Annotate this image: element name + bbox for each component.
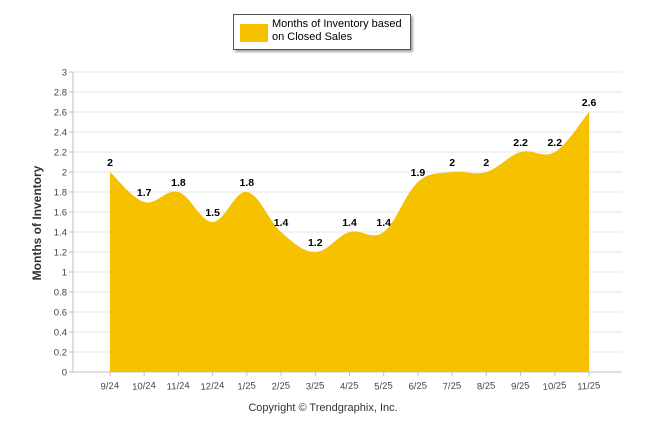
y-tick-label: 1.6 (54, 208, 67, 219)
data-label: 2.2 (547, 137, 562, 149)
data-label: 2 (483, 157, 489, 169)
y-tick-label: 1.4 (54, 228, 67, 239)
x-tick-label: 1/25 (237, 380, 256, 392)
y-tick-labels: 0 0.2 0.4 0.6 0.8 1 1.2 1.4 1.6 1.8 2 2.2 2.4 2.6 2.8 3 (54, 68, 67, 379)
y-tick-label: 1.2 (54, 248, 67, 259)
y-tick-label: 0 (62, 368, 67, 379)
x-tick-label: 6/25 (408, 380, 427, 392)
x-tick-label: 4/25 (340, 380, 359, 392)
data-label: 2 (107, 157, 113, 169)
x-tick-label: 9/24 (100, 380, 119, 392)
x-tick-label: 12/24 (200, 380, 224, 393)
x-tick-label: 10/24 (132, 380, 156, 393)
y-tick-label: 2.4 (54, 128, 67, 139)
data-label: 1.2 (308, 237, 323, 249)
y-tick-label: 0.8 (54, 288, 67, 299)
data-label: 1.8 (171, 177, 186, 189)
x-tick-label: 5/25 (374, 380, 393, 392)
x-tick-label: 3/25 (306, 380, 325, 392)
y-tick-label: 0.4 (54, 328, 67, 339)
legend-label: Months of Inventory based on Closed Sale… (272, 18, 402, 43)
data-label: 2 (449, 157, 455, 169)
x-tick-label: 7/25 (442, 380, 461, 392)
y-tick-label: 0.6 (54, 308, 67, 319)
legend: Months of Inventory based on Closed Sale… (233, 14, 411, 50)
x-tick-label: 2/25 (271, 380, 290, 392)
data-label: 1.8 (240, 177, 255, 189)
y-tick-label: 1.8 (54, 188, 67, 199)
data-label: 2.2 (513, 137, 528, 149)
data-labels: 2 1.7 1.8 1.5 1.8 1.4 1.2 1.4 1.4 1.9 2 2 2.2 2.2 2.6 (107, 97, 596, 249)
data-label: 1.9 (411, 167, 426, 179)
data-label: 1.5 (205, 207, 220, 219)
data-label: 1.4 (342, 217, 357, 229)
series-area (110, 112, 589, 372)
y-tick-label: 2.6 (54, 108, 67, 119)
series-area-fill (110, 112, 589, 372)
data-label: 2.6 (582, 97, 597, 109)
data-label: 1.7 (137, 187, 152, 199)
y-tick-label: 2 (62, 168, 67, 179)
x-tick-label: 9/25 (511, 380, 530, 392)
y-tick-label: 2.8 (54, 88, 67, 99)
legend-swatch (240, 24, 268, 42)
x-tick-label: 10/25 (542, 380, 566, 393)
y-tick-label: 3 (62, 68, 67, 79)
y-tick-label: 2.2 (54, 148, 67, 159)
data-label: 1.4 (274, 217, 289, 229)
y-tick-label: 0.2 (54, 348, 67, 359)
data-label: 1.4 (376, 217, 391, 229)
x-tick-labels: 9/24 10/24 11/24 12/24 1/25 2/25 3/25 4/25 5/25 6… (100, 380, 601, 393)
x-tick-label: 8/25 (477, 380, 496, 392)
copyright-text: Copyright © Trendgraphix, Inc. (248, 402, 398, 414)
y-tick-label: 1 (62, 268, 67, 279)
x-tick-label: 11/24 (166, 380, 190, 393)
x-tick-label: 11/25 (577, 380, 601, 393)
